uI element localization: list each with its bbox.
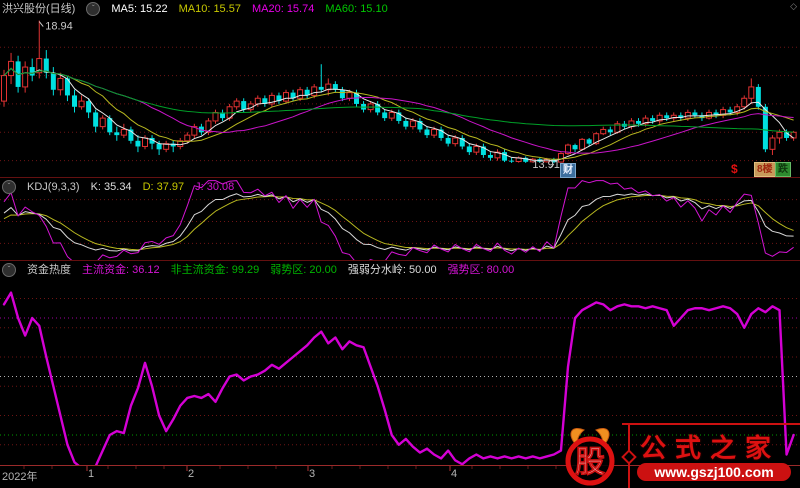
- watermark-brand: 公式之家: [640, 433, 781, 463]
- watermark-diamond-icon: [621, 449, 637, 465]
- weak-zone-value: 弱势区: 20.00: [270, 263, 337, 276]
- k-value: K: 35.34: [90, 180, 132, 193]
- ma20-value: MA20: 15.74: [251, 2, 315, 15]
- month-label: 4: [451, 468, 458, 480]
- fund-heat-header: ˇ 资金热度 主流资金: 36.12 非主流资金: 99.29 弱势区: 20.…: [2, 263, 514, 277]
- main-chart-header: 洪兴股份(日线) ˇ MA5: 15.22 MA10: 15.57 MA20: …: [2, 2, 388, 16]
- month-label: 3: [309, 468, 316, 480]
- main-fund-value: 主流资金: 36.12: [82, 263, 160, 276]
- j-value: J: 30.08: [195, 180, 235, 193]
- month-label: 2: [188, 468, 195, 480]
- news-badge-finance[interactable]: 财: [560, 163, 576, 178]
- kdj-header: ˇ KDJ(9,3,3) K: 35.34 D: 37.97 J: 30.08: [2, 180, 234, 194]
- midline-value: 强弱分水岭: 50.00: [347, 263, 437, 276]
- ma5-value: MA5: 15.22: [111, 2, 168, 15]
- event-badge-2[interactable]: 跌: [775, 162, 791, 177]
- dividend-marker-icon[interactable]: $: [731, 162, 738, 176]
- ma60-value: MA60: 15.10: [325, 2, 388, 15]
- nonmain-fund-value: 非主流资金: 99.29: [170, 263, 260, 276]
- fund-heat-chart[interactable]: [0, 261, 800, 465]
- watermark-logo: 股: [565, 423, 800, 488]
- svg-text:18.94: 18.94: [45, 21, 73, 33]
- logo-character: 股: [575, 446, 605, 479]
- panel-separator-2: [0, 260, 800, 261]
- collapse-panel2-icon[interactable]: ˇ: [2, 180, 16, 194]
- logo-ring: [565, 436, 615, 486]
- d-value: D: 37.97: [142, 180, 185, 193]
- month-label: 1: [88, 468, 95, 480]
- collapse-panel1-icon[interactable]: ˇ: [86, 2, 101, 16]
- svg-text:13.91: 13.91: [532, 159, 560, 171]
- time-axis-labels: 2022年 1 2 3 4: [0, 468, 800, 488]
- year-label: 2022年: [2, 471, 38, 483]
- fund-heat-title: 资金热度: [27, 263, 71, 276]
- site-watermark: 股 公式之家 www.gszj100.com: [552, 421, 800, 488]
- panel-separator-1: [0, 177, 800, 178]
- ma10-value: MA10: 15.57: [178, 2, 241, 15]
- watermark-url: www.gszj100.com: [637, 463, 791, 481]
- strong-zone-value: 强势区: 80.00: [447, 263, 515, 276]
- kdj-title: KDJ(9,3,3): [27, 180, 80, 193]
- collapse-panel3-icon[interactable]: ˇ: [2, 263, 16, 277]
- candlestick-chart[interactable]: 18.94 13.91: [0, 0, 800, 178]
- kdj-chart[interactable]: [0, 178, 800, 260]
- stock-title: 洪兴股份(日线): [2, 2, 76, 15]
- event-badge-1[interactable]: 8楼: [754, 162, 776, 177]
- corner-diamond-icon[interactable]: ◇: [790, 1, 797, 11]
